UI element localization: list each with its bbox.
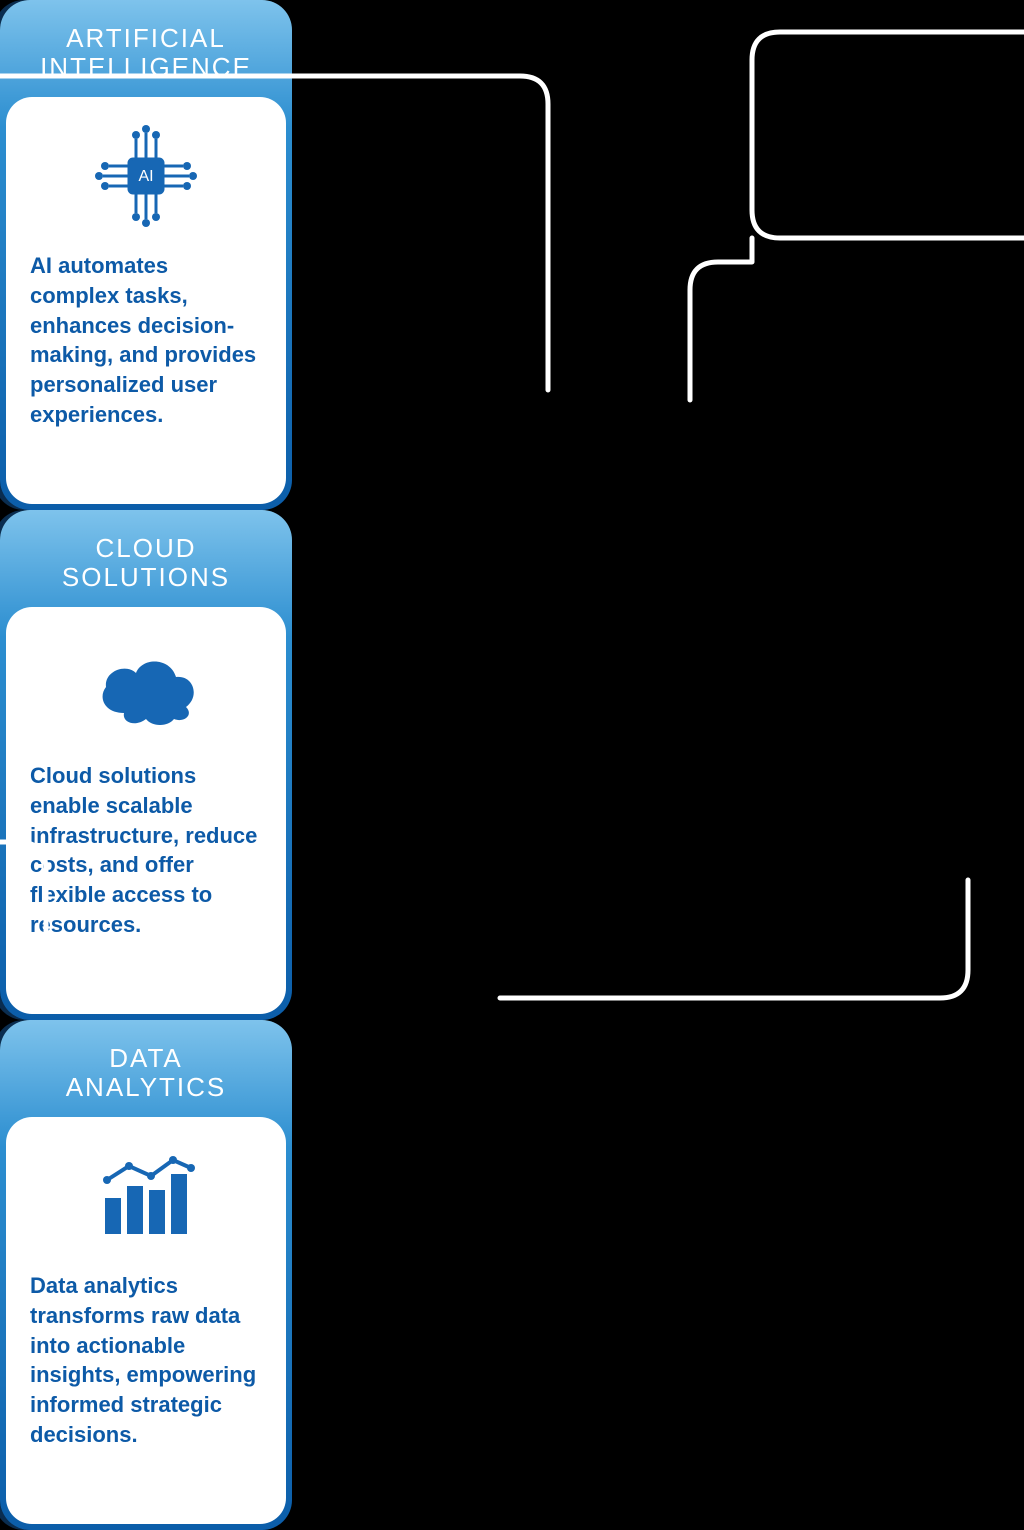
card-head-line: DATA	[109, 1043, 182, 1073]
card-head: DATA ANALYTICS	[6, 1026, 286, 1117]
card-text: AI automates complex tasks, enhances dec…	[30, 251, 262, 429]
card-analytics: DATA ANALYTICS	[0, 1020, 292, 1530]
analytics-icon	[86, 1141, 206, 1251]
card-text: Cloud solutions enable scalable infrastr…	[30, 761, 262, 939]
card-head-line: INTELLIGENCE	[40, 52, 252, 82]
card-head: CLOUD SOLUTIONS	[6, 516, 286, 607]
card-head-line: CLOUD	[95, 533, 196, 563]
card-head: ARTIFICIAL INTELLIGENCE	[6, 6, 286, 97]
card-head-line: SOLUTIONS	[62, 562, 230, 592]
card-ai: ARTIFICIAL INTELLIGENCE AI	[0, 0, 292, 510]
card-head-line: ARTIFICIAL	[66, 23, 226, 53]
card-body: Data analytics transforms raw data into …	[6, 1117, 286, 1524]
ai-chip-icon: AI	[86, 121, 206, 231]
card-body: AI	[6, 97, 286, 504]
card-head-line: ANALYTICS	[66, 1072, 227, 1102]
svg-text:AI: AI	[138, 168, 153, 185]
cloud-icon	[86, 631, 206, 741]
card-cloud: CLOUD SOLUTIONS Cloud solutions enable s…	[0, 510, 292, 1020]
card-text: Data analytics transforms raw data into …	[30, 1271, 262, 1449]
card-body: Cloud solutions enable scalable infrastr…	[6, 607, 286, 1014]
